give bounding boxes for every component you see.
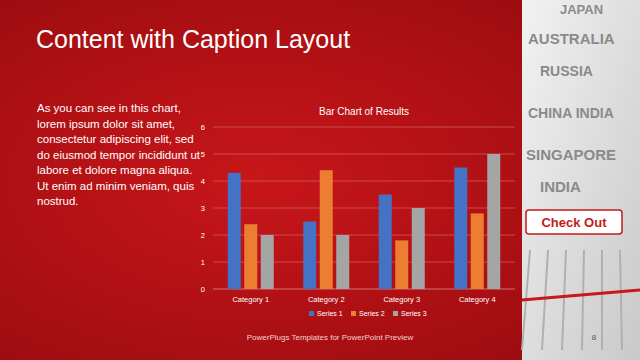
x-tick-label: Category 4	[459, 295, 496, 304]
caption-line: labore et dolore magna aliqua.	[37, 164, 192, 176]
y-tick-label: 4	[201, 177, 205, 186]
grid-line	[213, 208, 515, 209]
grid-line	[213, 262, 515, 263]
legend-label: Series 1	[317, 310, 343, 317]
caption-line: As you can see in this chart,	[37, 102, 181, 114]
bar	[336, 235, 349, 289]
legend: Series 1 Series 2 Series 3	[309, 310, 427, 317]
checkout-label: Check Out	[541, 215, 607, 230]
x-tick-label: Category 2	[308, 295, 345, 304]
cart-wire	[582, 250, 584, 350]
bar	[412, 208, 425, 289]
caption-line: consectetur adipiscing elit, sed	[37, 133, 194, 145]
photo-bg	[522, 0, 640, 360]
caption: As you can see in this chart, lorem ipsum…	[37, 102, 201, 207]
photo-word: AUSTRALIA	[528, 30, 615, 47]
cart-wire	[562, 250, 566, 350]
bar	[261, 235, 274, 289]
background	[0, 0, 640, 360]
cart-wire	[620, 250, 622, 350]
y-tick-label: 0	[201, 285, 205, 294]
caption-line: lorem ipsum dolor sit amet,	[37, 118, 175, 130]
bar	[320, 170, 333, 289]
slide: JAPAN AUSTRALIA RUSSIA CHINA INDIA SINGAPORE…	[0, 0, 640, 360]
legend-swatch	[351, 311, 356, 316]
cart-wire	[601, 250, 603, 350]
slide-title: Content with Caption Layout	[36, 25, 350, 53]
y-tick-label: 3	[201, 204, 205, 213]
page-number: 8	[592, 333, 597, 342]
bar	[454, 168, 467, 290]
y-tick-label: 6	[201, 123, 205, 132]
footer: PowerPlugs Templates for PowerPoint Prev…	[247, 333, 414, 342]
x-tick-label: Category 1	[232, 295, 269, 304]
legend-label: Series 2	[359, 310, 385, 317]
legend-label: Series 3	[401, 310, 427, 317]
caption-line: Ut enim ad minim veniam, quis	[37, 180, 194, 192]
photo-word: CHINA INDIA	[528, 105, 614, 121]
chart-title: Bar Chart of Results	[319, 106, 409, 117]
bar	[379, 195, 392, 290]
bar	[244, 224, 257, 289]
photo-word: RUSSIA	[540, 63, 593, 79]
photo-word: SINGAPORE	[526, 146, 616, 163]
grid-line	[213, 181, 515, 182]
y-tick-label: 2	[201, 231, 205, 240]
grid-line	[213, 127, 515, 128]
grid-line	[213, 154, 515, 155]
legend-swatch	[393, 311, 398, 316]
bar	[228, 173, 241, 289]
checkout-tag	[526, 210, 622, 234]
legend-swatch	[309, 311, 314, 316]
y-tick-label: 5	[201, 150, 205, 159]
cart-rail	[522, 290, 640, 300]
grid-line	[213, 289, 515, 290]
caption-line: do eiusmod tempor incididunt ut	[37, 149, 201, 161]
photo-word: INDIA	[540, 178, 581, 195]
bars	[228, 154, 501, 289]
grid-line	[213, 235, 515, 236]
photo: JAPAN AUSTRALIA RUSSIA CHINA INDIA SINGAPORE…	[522, 0, 640, 360]
bar	[471, 213, 484, 289]
x-tick-label: Category 3	[383, 295, 420, 304]
photo-word: JAPAN	[560, 2, 603, 17]
caption-line: nostrud.	[37, 195, 79, 207]
cart-wire	[542, 250, 548, 350]
bar	[487, 154, 500, 289]
slide-canvas: JAPAN AUSTRALIA RUSSIA CHINA INDIA SINGAPORE…	[0, 0, 640, 360]
bar	[395, 240, 408, 289]
chart: Bar Chart of Results 0 1 2 3 4 5 6 Category 1 Cat…	[201, 106, 515, 317]
bar	[303, 222, 316, 290]
y-tick-label: 1	[201, 258, 205, 267]
